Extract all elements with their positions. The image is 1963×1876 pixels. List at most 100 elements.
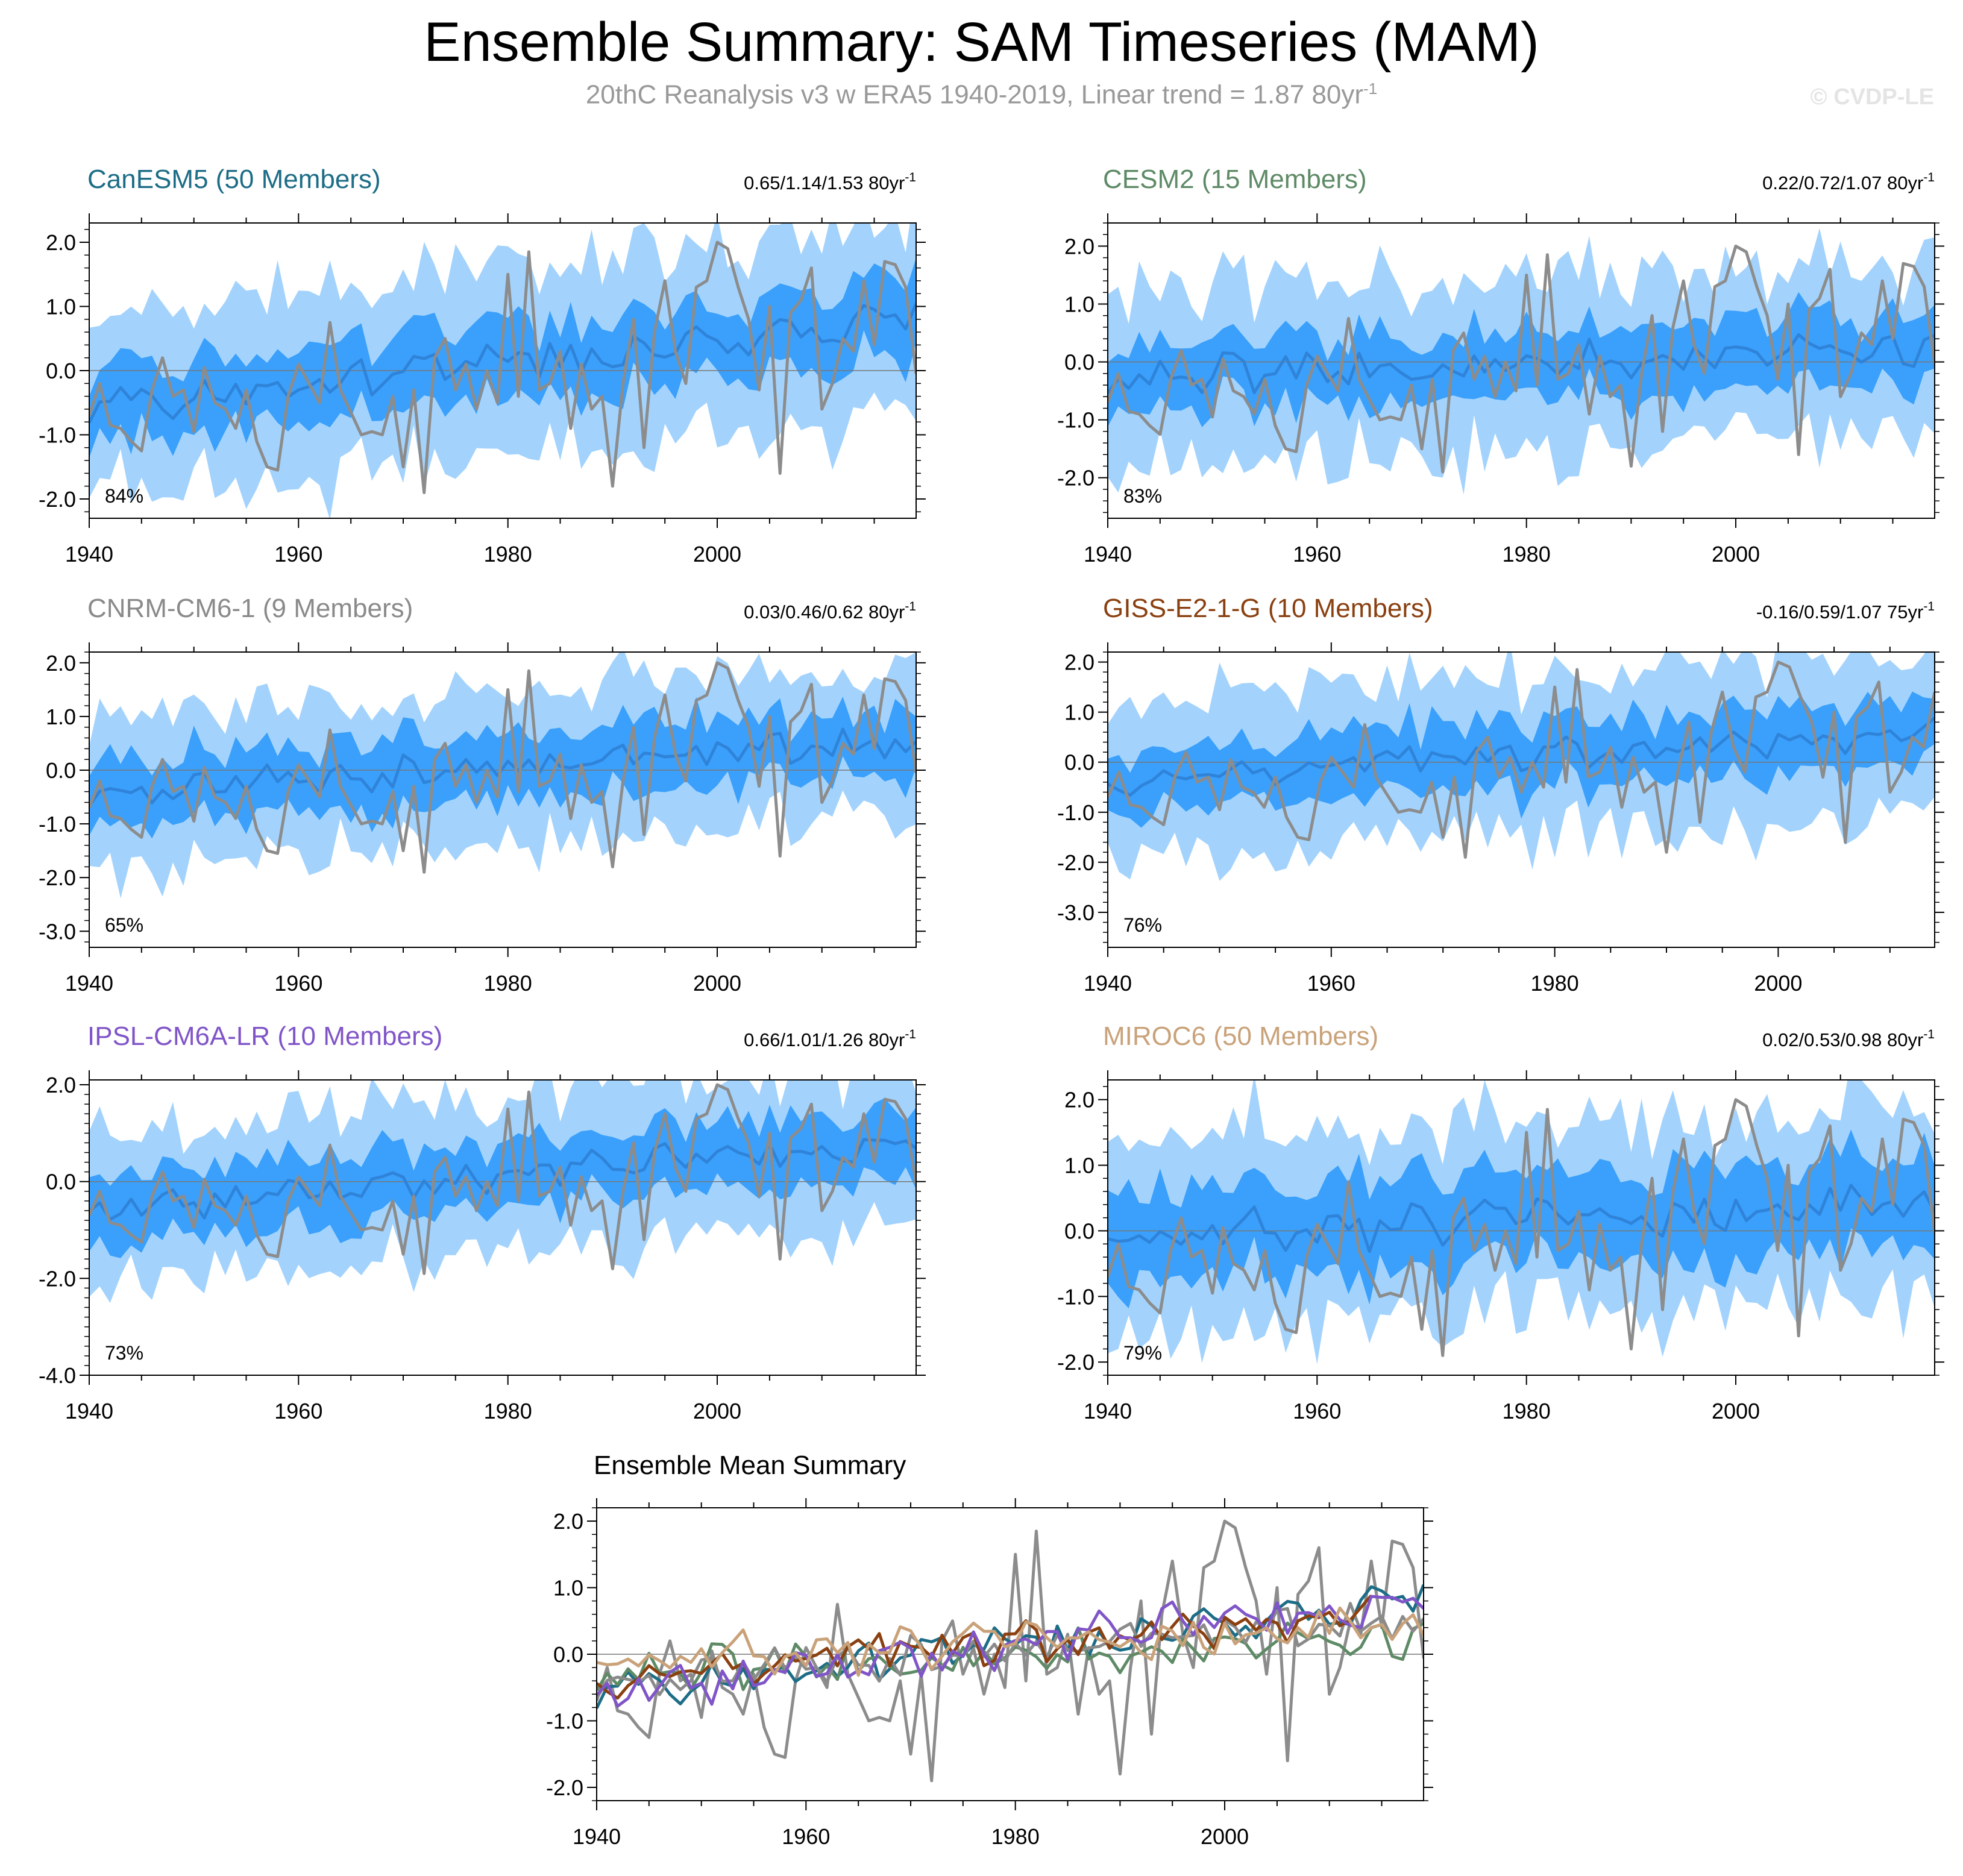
y-tick-label: -2.0 <box>1057 850 1095 875</box>
percent-label: 84% <box>105 485 143 507</box>
observed-line <box>89 1083 916 1275</box>
y-tick-label: -2.0 <box>546 1775 583 1800</box>
y-tick-label: -1.0 <box>1057 800 1095 825</box>
trend-label: 0.03/0.46/0.62 80yr-1 <box>744 600 916 623</box>
y-tick-label: -3.0 <box>1057 900 1095 925</box>
panel-miroc6: MIROC6 (50 Members) 0.02/0.53/0.98 80yr-1… <box>1057 1021 1944 1423</box>
x-tick-label: 1980 <box>1503 542 1551 566</box>
y-tick-label: 2.0 <box>1064 234 1095 259</box>
y-tick-label: -2.0 <box>39 865 76 890</box>
plot-frame <box>1107 222 1935 519</box>
panel-cesm2: CESM2 (15 Members) 0.22/0.72/1.07 80yr-1 8… <box>1057 165 1944 566</box>
ensemble-mean-line <box>89 1138 916 1221</box>
trend-label: 0.02/0.53/0.98 80yr-1 <box>1762 1027 1935 1050</box>
figure-subtitle: 20thC Reanalysis v3 w ERA5 1940-2019, Li… <box>0 80 1963 110</box>
ensemble-mean-line <box>89 303 916 424</box>
trend-label: 0.22/0.72/1.07 80yr-1 <box>1762 171 1935 193</box>
panel-title: CESM2 (15 Members) <box>1103 165 1367 194</box>
panel-ipsl-cm6a-lr: IPSL-CM6A-LR (10 Members) 0.66/1.01/1.26 … <box>39 1021 926 1423</box>
inner-range-band <box>89 1098 916 1258</box>
x-tick-label: 2000 <box>1712 1399 1760 1423</box>
x-tick-label: 1940 <box>1084 971 1132 996</box>
y-tick-label: -1.0 <box>39 812 76 836</box>
figure-title: Ensemble Summary: SAM Timeseries (MAM) <box>424 11 1539 73</box>
panel-title: Ensemble Mean Summary <box>594 1451 906 1480</box>
y-tick-label: 0.0 <box>1064 350 1095 375</box>
axes: 2.0 1.0 0.0 -1.0 -2.0 1940 1960 1980 2000 <box>1057 1070 1944 1423</box>
y-tick-label: 1.0 <box>1064 700 1095 725</box>
x-tick-label: 1980 <box>484 1399 532 1423</box>
subtitle-text: 20thC Reanalysis v3 w ERA5 1940-2019, Li… <box>585 80 1364 110</box>
observed-line <box>1108 244 1935 474</box>
plot-area <box>1108 652 1935 881</box>
y-tick-label: 0.0 <box>1064 750 1095 775</box>
trend-label: 0.66/1.01/1.26 80yr-1 <box>744 1027 916 1050</box>
panel-title: GISS-E2-1-G (10 Members) <box>1103 594 1433 623</box>
plot-frame <box>1107 1079 1935 1376</box>
ensemble-mean-line <box>1108 717 1935 797</box>
x-tick-label: 1940 <box>573 1824 621 1849</box>
y-tick-label: -3.0 <box>39 919 76 944</box>
y-tick-label: 0.0 <box>46 758 76 783</box>
y-tick-label: -1.0 <box>1057 1284 1095 1309</box>
observed-line <box>1108 1098 1935 1357</box>
y-tick-label: 2.0 <box>553 1509 583 1534</box>
x-tick-label: 1980 <box>991 1824 1040 1849</box>
axes: 2.0 1.0 0.0 -1.0 -2.0 1940 1960 1980 2000 <box>546 1498 1433 1849</box>
x-tick-label: 1960 <box>274 542 322 566</box>
x-tick-label: 2000 <box>693 1399 741 1423</box>
y-tick-label: -2.0 <box>39 487 76 512</box>
plot-frame <box>89 222 917 519</box>
ensemble-mean-miroc6 <box>597 1606 1424 1677</box>
plot-area <box>89 223 916 518</box>
ensemble-mean-line <box>1108 1184 1935 1253</box>
y-tick-label: 2.0 <box>46 1073 76 1097</box>
plot-frame <box>596 1507 1424 1801</box>
x-tick-label: 2000 <box>1201 1824 1249 1849</box>
observed-line <box>89 661 916 874</box>
y-tick-label: 2.0 <box>1064 1088 1095 1112</box>
axes: 2.0 1.0 0.0 -1.0 -2.0 -3.0 1940 1960 1980 2000 <box>39 642 926 996</box>
x-tick-label: 1980 <box>1531 971 1579 996</box>
panel-title: IPSL-CM6A-LR (10 Members) <box>87 1021 442 1051</box>
x-tick-label: 1980 <box>1503 1399 1551 1423</box>
y-tick-label: -2.0 <box>39 1266 76 1291</box>
x-tick-label: 1980 <box>484 542 532 566</box>
y-tick-label: 0.0 <box>46 359 76 383</box>
ensemble-mean-ipsl-cm6a-lr <box>597 1595 1424 1708</box>
subtitle-exponent: -1 <box>1363 80 1378 98</box>
panel-title: MIROC6 (50 Members) <box>1103 1021 1378 1051</box>
plot-area <box>89 1080 916 1303</box>
ensemble-mean-giss-e2-1-g <box>597 1594 1373 1700</box>
observed-line <box>89 240 916 494</box>
plot-area <box>597 1519 1424 1783</box>
panel-giss-e2-1-g: GISS-E2-1-G (10 Members) -0.16/0.59/1.07 … <box>1057 594 1944 996</box>
inner-range-band <box>1108 1129 1935 1309</box>
x-tick-label: 1960 <box>274 971 322 996</box>
y-tick-label: 0.0 <box>1064 1219 1095 1243</box>
y-tick-label: -2.0 <box>1057 466 1095 491</box>
watermark: © CVDP-LE <box>1810 84 1934 110</box>
axes: 2.0 1.0 0.0 -1.0 -2.0 -3.0 1940 1960 1980 2000 <box>1057 642 1944 996</box>
trend-label: 0.65/1.14/1.53 80yr-1 <box>744 171 916 193</box>
axes: 2.0 1.0 0.0 -1.0 -2.0 1940 1960 1980 2000 <box>39 213 926 566</box>
plot-area <box>89 652 916 899</box>
percent-label: 65% <box>105 914 143 936</box>
x-tick-label: 1940 <box>65 971 113 996</box>
y-tick-label: 2.0 <box>46 230 76 255</box>
plot-area <box>1108 228 1935 495</box>
y-tick-label: -2.0 <box>1057 1350 1095 1375</box>
y-tick-label: 2.0 <box>46 651 76 676</box>
plot-frame <box>89 1079 917 1376</box>
y-tick-label: 0.0 <box>553 1642 583 1667</box>
axes: 2.0 0.0 -2.0 -4.0 1940 1960 1980 2000 <box>39 1070 926 1423</box>
ensemble-mean-cnrm-cm6-1 <box>597 1602 1424 1699</box>
y-tick-label: 1.0 <box>46 704 76 729</box>
x-tick-label: 1960 <box>274 1399 322 1423</box>
panel-cnrm-cm6-1: CNRM-CM6-1 (9 Members) 0.03/0.46/0.62 80y… <box>39 594 926 996</box>
x-tick-label: 1960 <box>1293 1399 1341 1423</box>
x-tick-label: 2000 <box>693 542 741 566</box>
trend-label: -0.16/0.59/1.07 75yr-1 <box>1756 600 1935 623</box>
y-tick-label: -1.0 <box>1057 408 1095 433</box>
